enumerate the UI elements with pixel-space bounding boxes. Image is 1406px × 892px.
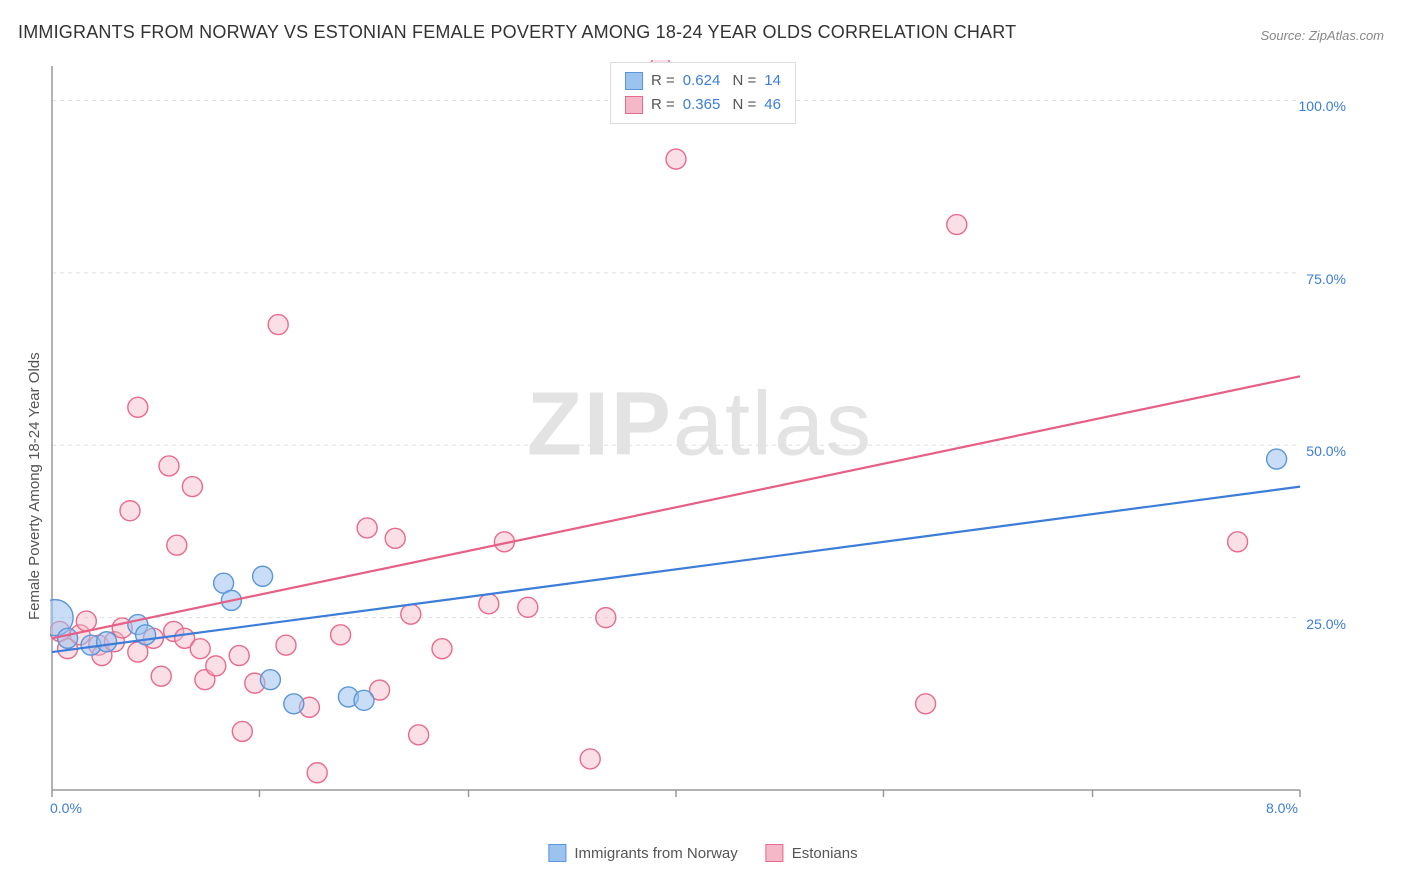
y-tick-label: 100.0% <box>1299 98 1346 114</box>
series-legend: Immigrants from Norway Estonians <box>548 844 857 862</box>
legend-swatch-1 <box>625 72 643 90</box>
x-tick-label: 0.0% <box>50 800 82 816</box>
chart-plot-area: ZIPatlas 25.0%50.0%75.0%100.0%0.0%8.0% <box>50 60 1350 820</box>
legend-n-label: N = <box>728 93 756 117</box>
legend-r-value-2: 0.365 <box>683 93 721 117</box>
y-tick-label: 25.0% <box>1306 616 1346 632</box>
x-tick-label: 8.0% <box>1266 800 1298 816</box>
legend-r-label: R = <box>651 69 675 93</box>
legend-n-value-1: 14 <box>764 69 781 93</box>
chart-svg <box>50 60 1350 820</box>
legend-row-series-2: R = 0.365 N = 46 <box>625 93 781 117</box>
y-axis-label: Female Poverty Among 18-24 Year Olds <box>26 352 43 620</box>
legend-n-value-2: 46 <box>764 93 781 117</box>
chart-title: IMMIGRANTS FROM NORWAY VS ESTONIAN FEMAL… <box>18 22 1016 43</box>
legend-label-2: Estonians <box>792 845 858 862</box>
source-attribution: Source: ZipAtlas.com <box>1260 28 1384 43</box>
y-tick-label: 75.0% <box>1306 271 1346 287</box>
legend-swatch-bottom-1 <box>548 844 566 862</box>
legend-swatch-2 <box>625 96 643 114</box>
legend-r-value-1: 0.624 <box>683 69 721 93</box>
legend-swatch-bottom-2 <box>766 844 784 862</box>
legend-r-label: R = <box>651 93 675 117</box>
legend-n-label: N = <box>728 69 756 93</box>
y-tick-label: 50.0% <box>1306 443 1346 459</box>
correlation-legend: R = 0.624 N = 14 R = 0.365 N = 46 <box>610 62 796 124</box>
legend-row-series-1: R = 0.624 N = 14 <box>625 69 781 93</box>
legend-item-1: Immigrants from Norway <box>548 844 737 862</box>
legend-item-2: Estonians <box>766 844 858 862</box>
legend-label-1: Immigrants from Norway <box>574 845 737 862</box>
